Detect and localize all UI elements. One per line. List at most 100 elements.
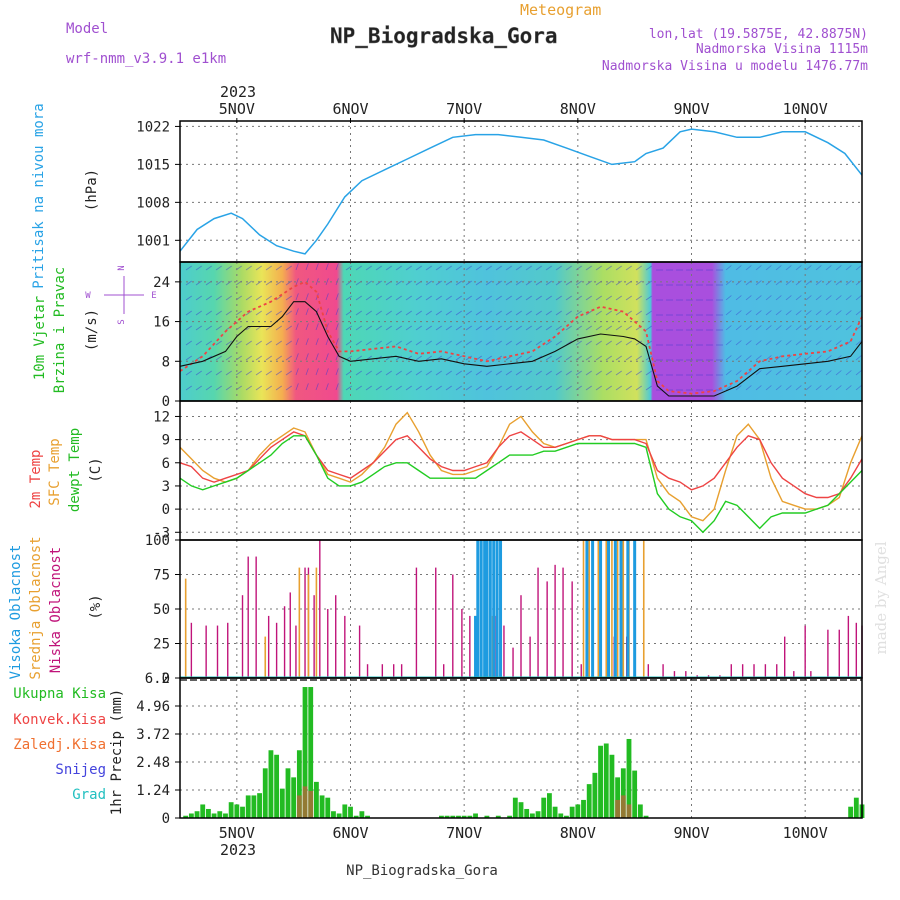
wind-arrow xyxy=(395,265,402,271)
precip-bar xyxy=(512,797,518,818)
wind-arrow xyxy=(495,325,502,331)
wind-arrow xyxy=(485,370,492,376)
wind-arrow xyxy=(755,355,762,361)
wind-arrow xyxy=(645,265,652,271)
wind-arrow xyxy=(215,325,222,331)
wind-arrow xyxy=(195,280,202,286)
wind-arrow xyxy=(615,280,622,286)
wind-arrow xyxy=(825,325,832,331)
wind-arrow xyxy=(525,340,532,346)
wind-arrow xyxy=(445,355,452,361)
wind-arrow xyxy=(825,280,832,286)
wind-arrow xyxy=(525,325,532,331)
wind-arrow xyxy=(765,295,772,301)
precip-bar xyxy=(473,813,478,818)
y-tick-label: 25 xyxy=(153,637,170,653)
precip-bar xyxy=(598,745,603,818)
y-tick-label: 100 xyxy=(145,533,170,549)
precip-bar xyxy=(524,808,530,818)
wind-arrow xyxy=(505,325,512,331)
x-tick-label-top: 5NOV xyxy=(219,100,255,118)
wind-arrow xyxy=(645,280,652,286)
precip-bar xyxy=(541,797,547,818)
wind-arrow xyxy=(555,355,562,361)
lonlat-text: lon,lat (19.5875E, 42.8875N) xyxy=(649,27,868,42)
wind-arrow xyxy=(565,325,572,331)
wind-arrow xyxy=(275,340,282,346)
wind-arrow xyxy=(265,340,272,346)
wind-arrow xyxy=(825,355,832,361)
compass-s-label: S xyxy=(117,319,127,324)
wind-arrow xyxy=(425,340,432,346)
wind-arrow xyxy=(745,280,752,286)
model-label: Model xyxy=(66,21,108,37)
precip-bar xyxy=(461,815,467,818)
wind-arrow xyxy=(495,340,502,346)
wind-arrow xyxy=(815,280,822,286)
wind-arrow xyxy=(775,355,782,361)
wind-arrow xyxy=(335,383,339,391)
wind-arrow xyxy=(315,323,319,331)
wind-arrow xyxy=(855,340,862,346)
y-tick-label: 4.96 xyxy=(136,699,170,715)
wind-arrow xyxy=(515,325,522,331)
wind-arrow xyxy=(325,263,329,271)
wind-arrow xyxy=(385,310,392,316)
wind-arrow xyxy=(765,340,772,346)
wind-arrow xyxy=(795,370,802,376)
wind-arrow xyxy=(325,338,329,346)
wind-arrow xyxy=(805,295,812,301)
wind-arrow xyxy=(835,310,842,316)
wind-arrow xyxy=(285,325,292,331)
precip-bar xyxy=(240,806,245,818)
wind-arrow xyxy=(765,265,772,271)
wind-arrow xyxy=(595,265,602,271)
wind-arrow xyxy=(305,383,309,391)
wind-arrow xyxy=(535,310,542,316)
wind-arrow xyxy=(395,385,402,391)
wind-arrow xyxy=(435,295,442,301)
wind-arrow xyxy=(815,370,822,376)
wind-arrow xyxy=(575,310,582,316)
y-tick-label: 50 xyxy=(153,602,170,618)
y-tick-label: 0 xyxy=(162,502,170,518)
t2m-label: 2m Temp xyxy=(28,449,44,508)
wind-arrow xyxy=(545,295,552,301)
wind-arrow xyxy=(515,265,522,271)
wind-arrow xyxy=(845,385,852,391)
wind-arrow xyxy=(645,325,652,331)
wind-arrow xyxy=(295,353,299,361)
wind-arrow xyxy=(445,385,452,391)
wind-arrow xyxy=(585,265,592,271)
wind-arrow xyxy=(475,325,482,331)
x-tick-label-top: 8NOV xyxy=(560,100,596,118)
convective-bar xyxy=(626,804,632,818)
wind-arrow xyxy=(365,370,372,376)
wind-arrow xyxy=(555,340,562,346)
wind-arrow xyxy=(455,385,462,391)
precip-bar xyxy=(564,815,569,818)
wind-arrow xyxy=(425,265,432,271)
wind-arrow xyxy=(545,265,552,271)
wind-arrow xyxy=(195,385,202,391)
convective-bar xyxy=(302,786,308,818)
wind-arrow xyxy=(485,280,492,286)
wind-arrow xyxy=(505,340,512,346)
y-tick-label: 6 xyxy=(162,456,170,472)
wind-arrow xyxy=(445,370,452,376)
wind-arrow xyxy=(225,355,232,361)
wind-arrow xyxy=(225,295,232,301)
wind-arrow xyxy=(295,323,299,331)
wind-arrow xyxy=(795,385,802,391)
wind-arrow xyxy=(215,340,222,346)
wind-arrow xyxy=(595,295,602,301)
x-tick-label-bottom: 6NOV xyxy=(332,824,368,842)
wind-arrow xyxy=(445,295,452,301)
y-tick-label: 12 xyxy=(153,409,170,425)
wind-arrow xyxy=(485,340,492,346)
compass-w-label: W xyxy=(85,291,91,301)
precip-bar xyxy=(495,815,501,818)
wind-arrow xyxy=(465,310,472,316)
wind-arrow xyxy=(405,265,412,271)
wind-arrow xyxy=(405,310,412,316)
